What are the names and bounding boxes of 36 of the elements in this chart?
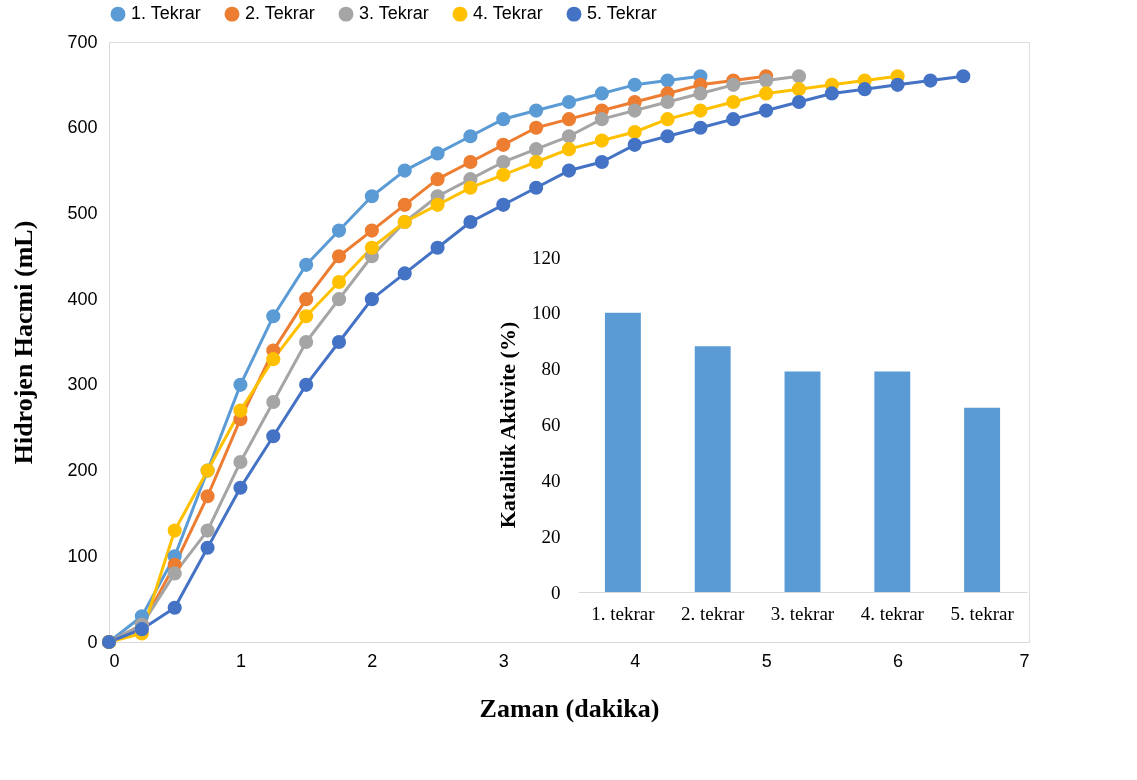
y-tick-label: 0 bbox=[87, 631, 98, 652]
x-tick-label: 4 bbox=[630, 650, 641, 671]
x-tick-label: 4. tekrar bbox=[860, 602, 925, 624]
x-tick-label: 3. tekrar bbox=[770, 602, 835, 624]
y-tick-label: 20 bbox=[541, 525, 561, 547]
x-tick-label: 1 bbox=[235, 650, 246, 671]
y-tick-label: 60 bbox=[541, 414, 561, 435]
y-tick-label: 300 bbox=[67, 374, 98, 395]
x-tick-label: 2. tekrar bbox=[681, 602, 746, 624]
x-tick-label: 5. tekrar bbox=[950, 602, 1015, 624]
x-axis-title: Zaman (dakika) bbox=[479, 693, 660, 723]
legend-label: 2. Tekrar bbox=[245, 3, 315, 24]
y-tick-label: 0 bbox=[551, 581, 561, 603]
legend-label: 5. Tekrar bbox=[587, 3, 657, 24]
x-tick-label: 0 bbox=[109, 650, 120, 671]
y-tick-label: 120 bbox=[532, 246, 561, 268]
x-tick-label: 7 bbox=[1019, 650, 1030, 671]
y-tick-label: 100 bbox=[532, 302, 561, 324]
y-tick-label: 40 bbox=[541, 469, 561, 491]
y-tick-label: 200 bbox=[67, 460, 98, 481]
y-tick-label: 700 bbox=[67, 31, 98, 52]
x-tick-label: 3 bbox=[498, 650, 509, 671]
x-tick-label: 5 bbox=[761, 650, 772, 671]
legend-label: 3. Tekrar bbox=[359, 3, 429, 24]
y-tick-label: 500 bbox=[67, 202, 98, 223]
y-tick-label: 100 bbox=[67, 545, 98, 566]
x-tick-label: 6 bbox=[893, 650, 904, 671]
legend-label: 4. Tekrar bbox=[473, 3, 543, 24]
x-tick-label: 1. tekrar bbox=[591, 602, 656, 624]
y-tick-label: 600 bbox=[67, 117, 98, 138]
x-tick-label: 2 bbox=[367, 650, 378, 671]
y-axis-title: Katalitik Aktivite (%) bbox=[495, 321, 520, 529]
legend-label: 1. Tekrar bbox=[131, 3, 201, 24]
y-axis-title: Hidrojen Hacmi (mL) bbox=[9, 220, 39, 465]
y-tick-label: 80 bbox=[541, 358, 561, 380]
y-tick-label: 400 bbox=[67, 288, 98, 309]
